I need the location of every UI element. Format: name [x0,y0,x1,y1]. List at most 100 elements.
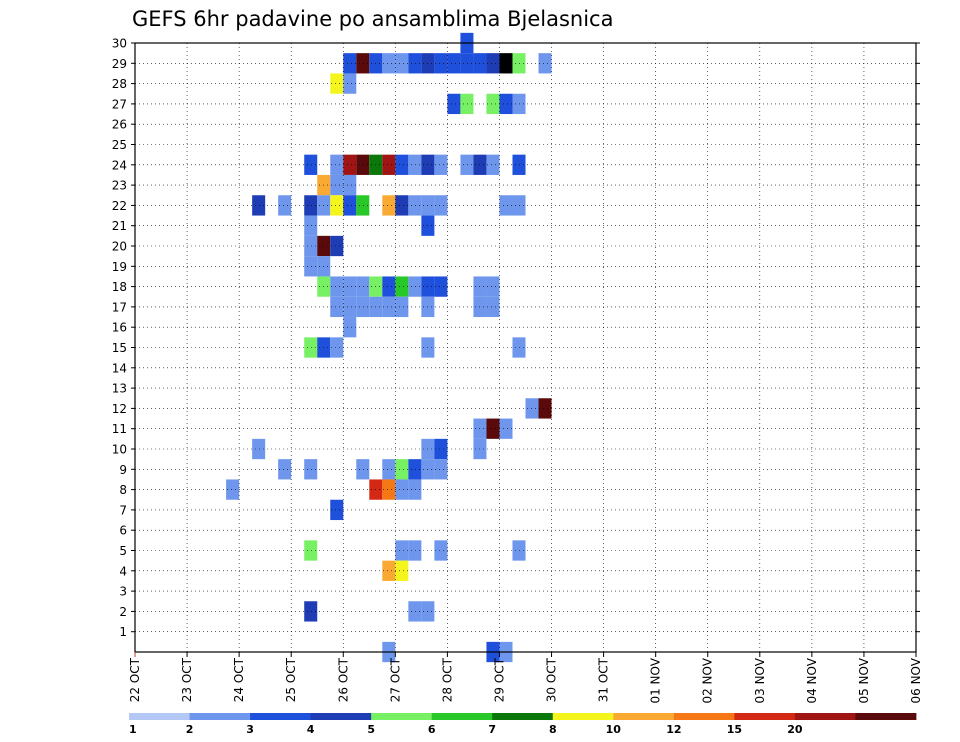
heat-cell [395,560,409,581]
x-tick-label: 24 OCT [232,657,246,702]
heat-cell [408,195,422,216]
heat-cell [395,53,409,74]
legend-swatch [794,713,856,720]
y-tick-label: 26 [112,118,127,132]
x-tick-label: 22 OCT [128,657,142,702]
y-tick-label: 13 [112,382,127,396]
y-tick-label: 2 [119,605,127,619]
heat-cell [304,215,318,236]
heat-cell [499,195,513,216]
heat-cell [499,53,513,74]
heat-cell [486,154,500,175]
y-tick-label: 19 [112,260,127,274]
x-tick-label: 23 OCT [180,657,194,702]
heat-cell [343,154,357,175]
heat-cell [512,195,526,216]
heat-cell [330,154,344,175]
heat-cell [447,53,461,74]
heat-cell [304,195,318,216]
heat-cell [447,93,461,115]
heat-cell [408,276,422,297]
heat-cell [434,540,448,561]
x-tick-label: 01 NOV [649,657,663,703]
legend-swatch [734,713,796,720]
heat-cell [382,296,396,318]
legend-swatch [855,713,917,720]
heat-cell [343,73,357,94]
x-tick-label: 06 NOV [909,657,923,703]
heat-cell [252,195,266,216]
legend-swatch [492,713,554,720]
heat-cell [486,418,500,439]
heat-cell [330,235,344,257]
heat-cell [434,53,448,74]
legend-label: 1 [129,723,137,736]
legend-label: 10 [606,723,622,736]
heat-cell [356,296,370,318]
y-axis: 1234567891011121314151617181920212223242… [112,37,920,639]
heat-cell [499,418,513,439]
y-tick-label: 14 [112,361,127,375]
heat-cell [382,154,396,175]
heat-cell [460,93,474,115]
heat-cell [434,459,448,480]
y-tick-label: 3 [119,585,127,599]
data-cells [226,32,552,663]
heat-cell [395,479,409,500]
x-tick-label: 04 NOV [805,657,819,703]
y-tick-label: 25 [112,138,127,152]
heat-cell [343,276,357,297]
heat-cell [395,195,409,216]
y-tick-label: 5 [119,544,127,558]
heat-cell [395,276,409,297]
legend-label: 2 [186,723,194,736]
x-tick-label: 25 OCT [284,657,298,702]
legend-swatch [310,713,372,720]
legend-swatch [189,713,251,720]
x-tick-label: 02 NOV [701,657,715,703]
heat-cell [408,601,422,622]
heat-cell [512,93,526,115]
heat-cell [486,53,500,74]
heat-cell [382,459,396,480]
heat-cell [395,459,409,480]
heat-cell [356,459,370,480]
heat-cell [395,296,409,318]
legend-label: 20 [787,723,803,736]
legend-swatch [673,713,735,720]
heat-cell [304,540,318,561]
heat-cell [278,459,292,480]
heat-cell [356,154,370,175]
y-tick-label: 4 [119,564,127,578]
heat-cell [382,276,396,297]
heat-cell [408,53,422,74]
heat-cell [343,53,357,74]
legend: 1 2 3 4 5 6 7 8 10 12 15 20 [129,713,917,736]
heat-cell [486,296,500,318]
heat-cell [382,53,396,74]
legend-label: 15 [727,723,742,736]
heat-cell [330,73,344,94]
y-tick-label: 16 [112,321,127,335]
y-tick-label: 1 [119,625,127,639]
heat-cell [460,53,474,74]
heat-cell [382,479,396,500]
y-tick-label: 22 [112,199,127,213]
legend-label: 6 [428,723,436,736]
heat-cell [408,540,422,561]
heat-cell [330,499,344,521]
heat-cell [356,276,370,297]
heat-cell [538,398,552,419]
legend-swatch [431,713,493,720]
heat-cell [330,296,344,318]
heat-cell [486,276,500,297]
x-tick-label: 28 OCT [440,657,454,702]
legend-label: 12 [666,723,681,736]
heat-cell [304,256,318,277]
legend-swatch [552,713,614,720]
heat-cell [512,337,526,358]
heat-cell [512,53,526,74]
legend-label: 3 [246,723,254,736]
heat-cell [408,154,422,175]
